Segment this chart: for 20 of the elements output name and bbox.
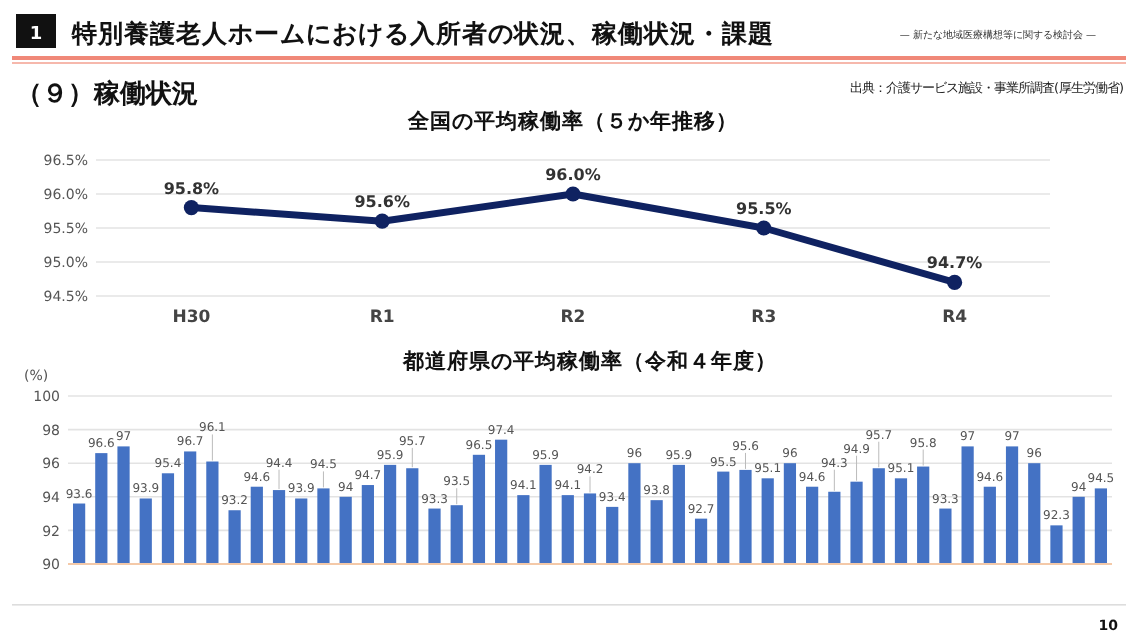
data-label: 94.7%: [926, 254, 983, 273]
x-tick-label: R2: [560, 308, 586, 328]
point: [756, 220, 772, 236]
text: 1: [29, 25, 43, 45]
data-label: 95.8%: [163, 179, 220, 198]
x-tick-label: R4: [942, 308, 968, 328]
x-tick-label: R3: [751, 308, 777, 328]
chart-title: 全国の平均稼働率（５か年推移）: [406, 108, 738, 134]
point: [947, 274, 963, 290]
data-label: 95.6%: [354, 193, 410, 212]
x-tick-label: H30: [172, 308, 211, 328]
data-label: 96.0%: [545, 166, 601, 184]
point: [374, 213, 390, 229]
data-label: 95.5%: [736, 200, 792, 218]
point: [183, 200, 199, 216]
point: [565, 186, 581, 202]
text: 特別養護老人ホームにおける入所者の状況、稼働状況・課題: [70, 18, 774, 48]
chart-title: 都道府県の平均稼働率（令和４年度）: [401, 348, 777, 374]
x-tick-label: R1: [369, 308, 395, 328]
text: （９）稼働状況: [16, 78, 198, 110]
